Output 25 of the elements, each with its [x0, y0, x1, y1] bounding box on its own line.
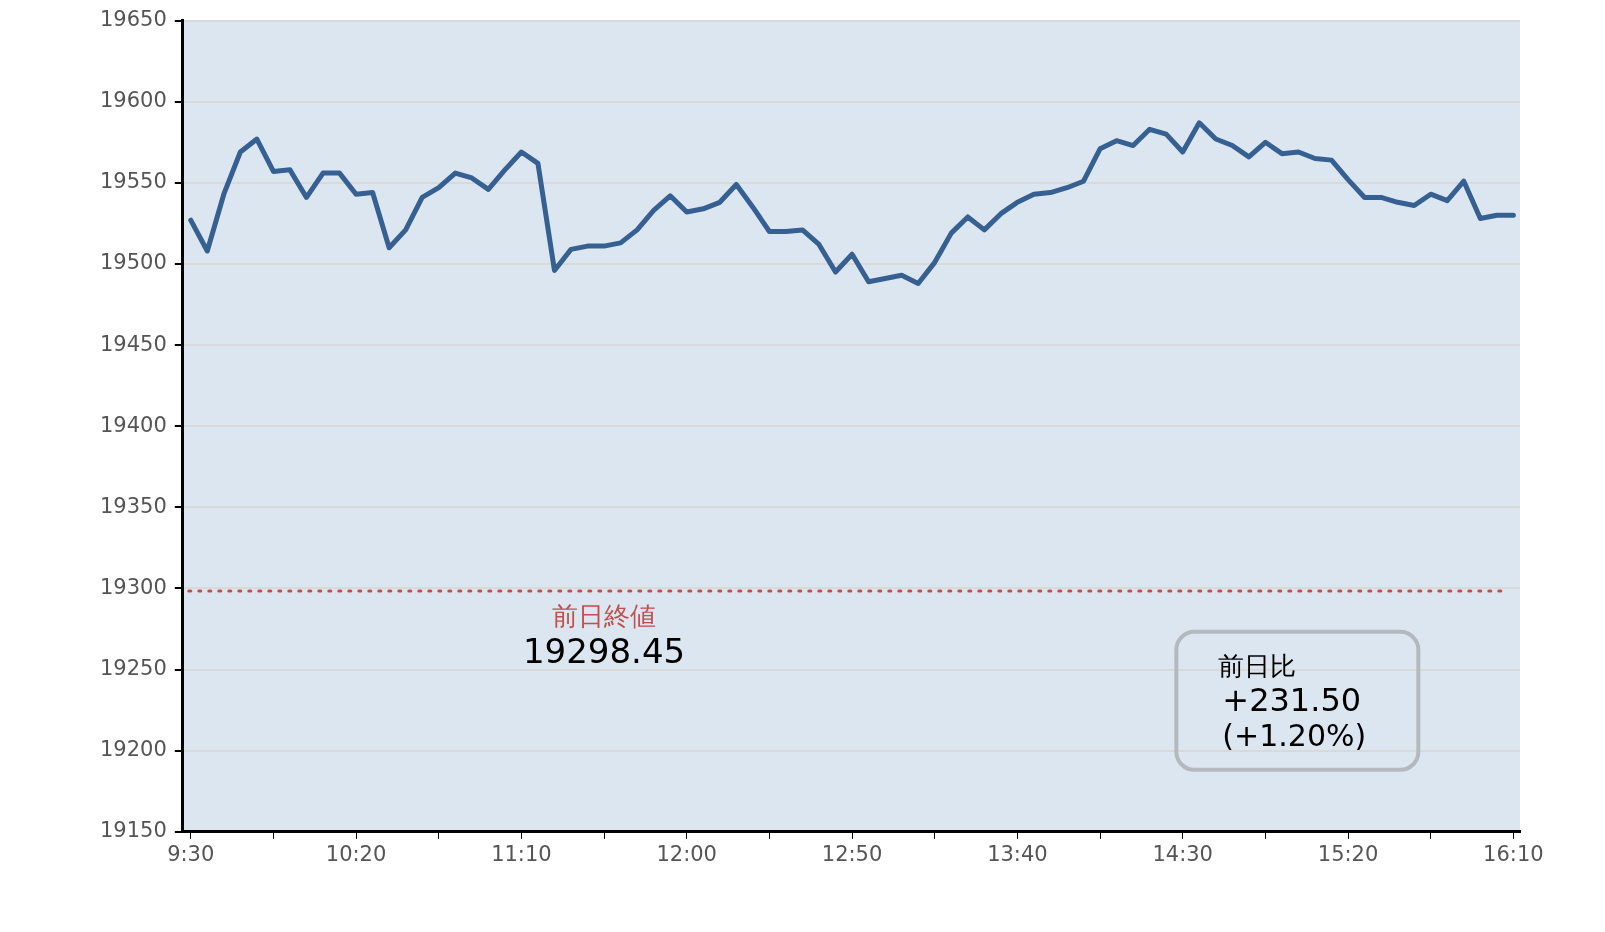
x-tick-label: 12:50	[821, 841, 883, 866]
y-tick-label: 19650	[99, 7, 167, 32]
y-tick-label: 19200	[99, 737, 167, 762]
x-tick-label: 15:20	[1317, 841, 1379, 866]
annotation: (+1.20%)	[1222, 717, 1367, 753]
y-tick-label: 19550	[99, 169, 167, 194]
x-tick-label: 11:10	[491, 841, 552, 866]
y-tick-label: 19350	[99, 493, 167, 518]
x-tick-label: 14:30	[1152, 841, 1213, 866]
x-tick-label: 13:40	[987, 841, 1048, 866]
x-tick-label: 9:30	[167, 841, 215, 866]
y-tick-label: 19450	[99, 331, 167, 356]
x-tick-label: 16:10	[1483, 841, 1544, 866]
y-tick-label: 19600	[99, 88, 167, 113]
y-tick-label: 19250	[99, 656, 167, 681]
x-tick-label: 12:00	[656, 841, 717, 866]
annotation: 前日比	[1218, 650, 1297, 681]
y-tick-label: 19500	[99, 250, 167, 275]
y-tick-label: 19400	[99, 412, 167, 437]
x-tick-label: 10:20	[325, 841, 387, 866]
annotation: +231.50	[1222, 681, 1362, 720]
y-tick-label: 19150	[99, 818, 167, 843]
annotation: 19298.45	[522, 630, 686, 671]
y-tick-label: 19300	[99, 574, 167, 599]
ref-line-label: 前日終値	[552, 600, 657, 631]
